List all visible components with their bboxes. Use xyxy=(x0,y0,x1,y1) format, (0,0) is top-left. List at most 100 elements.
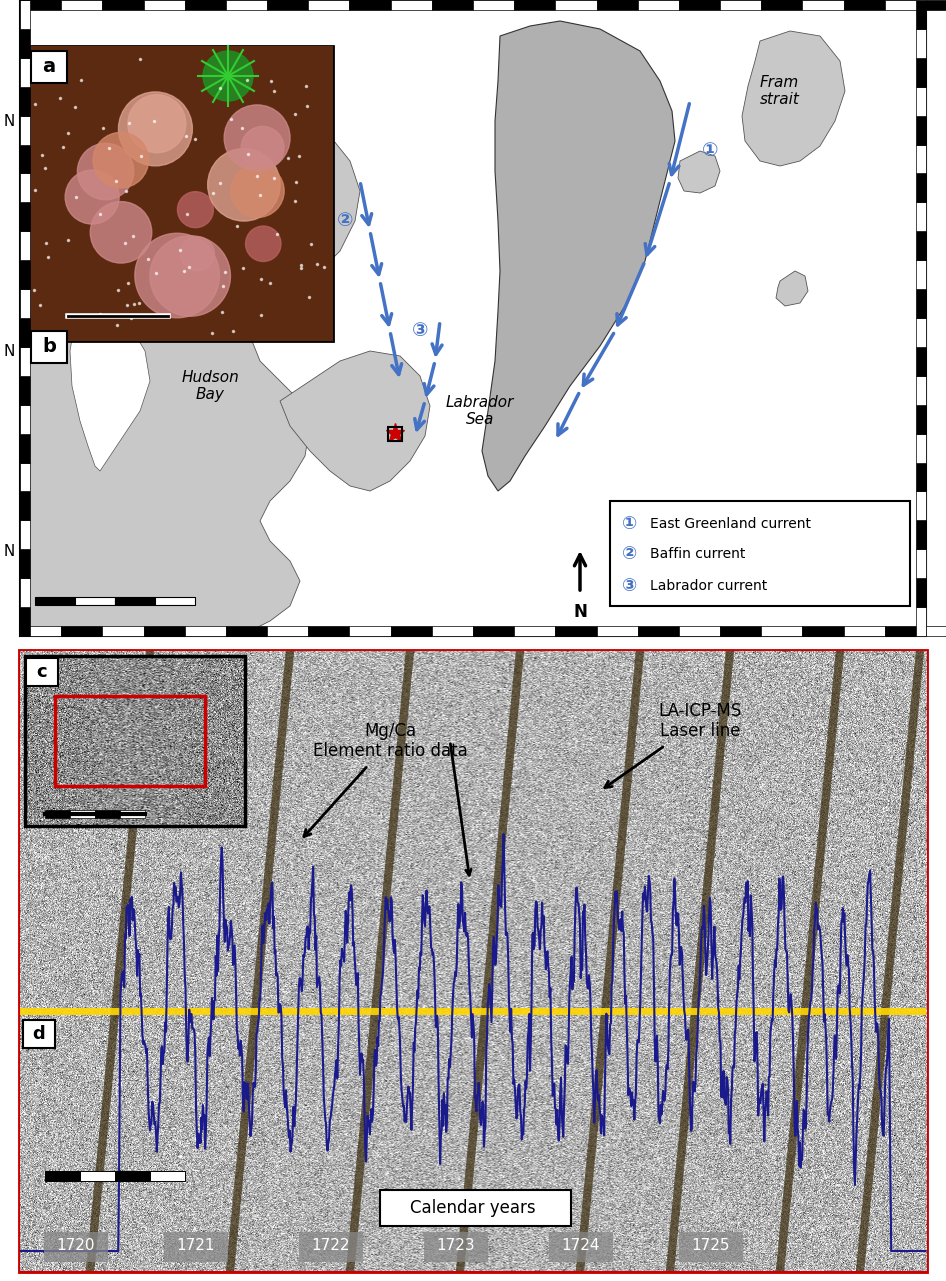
Bar xyxy=(349,0,391,10)
Text: ③: ③ xyxy=(622,576,638,594)
Bar xyxy=(20,405,30,434)
Polygon shape xyxy=(678,151,720,193)
Bar xyxy=(679,0,720,10)
Bar xyxy=(20,578,30,607)
Bar xyxy=(144,626,184,635)
Bar xyxy=(20,520,30,550)
Text: ②: ② xyxy=(337,211,353,231)
FancyBboxPatch shape xyxy=(380,1190,571,1226)
Bar xyxy=(20,145,30,173)
Circle shape xyxy=(208,149,280,222)
Bar xyxy=(916,232,926,260)
Polygon shape xyxy=(776,272,808,306)
Bar xyxy=(431,0,473,10)
Bar xyxy=(679,626,720,635)
Text: a: a xyxy=(43,58,56,77)
Bar xyxy=(638,626,679,635)
Bar xyxy=(20,607,30,635)
Text: 40° N: 40° N xyxy=(0,543,15,559)
Bar xyxy=(916,375,926,405)
Bar xyxy=(20,29,30,58)
Bar xyxy=(20,434,30,462)
FancyBboxPatch shape xyxy=(31,51,67,83)
Polygon shape xyxy=(70,306,150,471)
Bar xyxy=(349,626,391,635)
Text: ②: ② xyxy=(622,544,638,564)
Bar xyxy=(80,1171,115,1181)
Text: Calendar years: Calendar years xyxy=(411,1199,535,1217)
Bar xyxy=(916,607,926,635)
Text: 1723: 1723 xyxy=(437,1239,475,1254)
Text: 1721: 1721 xyxy=(177,1239,216,1254)
Bar xyxy=(916,145,926,173)
FancyBboxPatch shape xyxy=(679,1232,743,1262)
Bar xyxy=(916,520,926,550)
Bar xyxy=(20,626,61,635)
Bar xyxy=(916,578,926,607)
Text: 1722: 1722 xyxy=(312,1239,350,1254)
Bar xyxy=(916,434,926,462)
Bar xyxy=(515,0,555,10)
Circle shape xyxy=(231,164,284,218)
Text: Labrador current: Labrador current xyxy=(650,579,767,593)
Polygon shape xyxy=(80,61,200,131)
Bar xyxy=(20,202,30,232)
Bar xyxy=(70,810,95,819)
Bar xyxy=(102,626,144,635)
Circle shape xyxy=(93,132,149,188)
Bar xyxy=(916,260,926,290)
Bar xyxy=(802,0,844,10)
Circle shape xyxy=(178,192,214,228)
FancyBboxPatch shape xyxy=(549,1232,613,1262)
Bar xyxy=(916,318,926,347)
Circle shape xyxy=(224,105,290,170)
Bar xyxy=(75,597,115,605)
Bar xyxy=(916,115,926,145)
FancyBboxPatch shape xyxy=(44,1232,108,1262)
Bar xyxy=(45,810,70,819)
Bar xyxy=(30,10,916,626)
Bar xyxy=(473,0,515,10)
Bar xyxy=(120,810,145,819)
Circle shape xyxy=(203,51,253,101)
Text: 1725: 1725 xyxy=(692,1239,730,1254)
Bar xyxy=(802,626,844,635)
Text: Fram
strait: Fram strait xyxy=(760,74,800,108)
Bar xyxy=(61,626,102,635)
Bar xyxy=(150,1171,185,1181)
Text: East Greenland current: East Greenland current xyxy=(650,518,811,532)
Bar xyxy=(20,375,30,405)
FancyBboxPatch shape xyxy=(23,1020,55,1048)
Bar xyxy=(155,597,195,605)
Text: c: c xyxy=(37,664,47,681)
Bar xyxy=(885,0,926,10)
Text: 80° N: 80° N xyxy=(0,114,15,128)
Text: ③: ③ xyxy=(412,322,429,341)
Bar xyxy=(144,0,184,10)
FancyBboxPatch shape xyxy=(299,1232,363,1262)
Circle shape xyxy=(118,92,192,165)
Bar xyxy=(20,232,30,260)
Bar xyxy=(431,626,473,635)
Bar xyxy=(25,656,245,826)
Bar xyxy=(95,810,120,819)
Polygon shape xyxy=(235,131,360,281)
Bar xyxy=(916,462,926,492)
Bar xyxy=(926,0,946,10)
Polygon shape xyxy=(742,31,845,167)
Bar xyxy=(35,597,75,605)
Bar xyxy=(638,0,679,10)
Text: ①: ① xyxy=(622,515,638,533)
FancyBboxPatch shape xyxy=(424,1232,488,1262)
Bar xyxy=(20,260,30,290)
Circle shape xyxy=(128,95,185,152)
Bar xyxy=(45,1171,80,1181)
Bar xyxy=(28,46,333,341)
Text: Baffin current: Baffin current xyxy=(650,547,745,561)
Bar xyxy=(308,626,349,635)
Bar xyxy=(916,58,926,87)
Bar xyxy=(916,29,926,58)
Bar xyxy=(308,0,349,10)
Bar xyxy=(20,492,30,520)
Bar xyxy=(20,115,30,145)
